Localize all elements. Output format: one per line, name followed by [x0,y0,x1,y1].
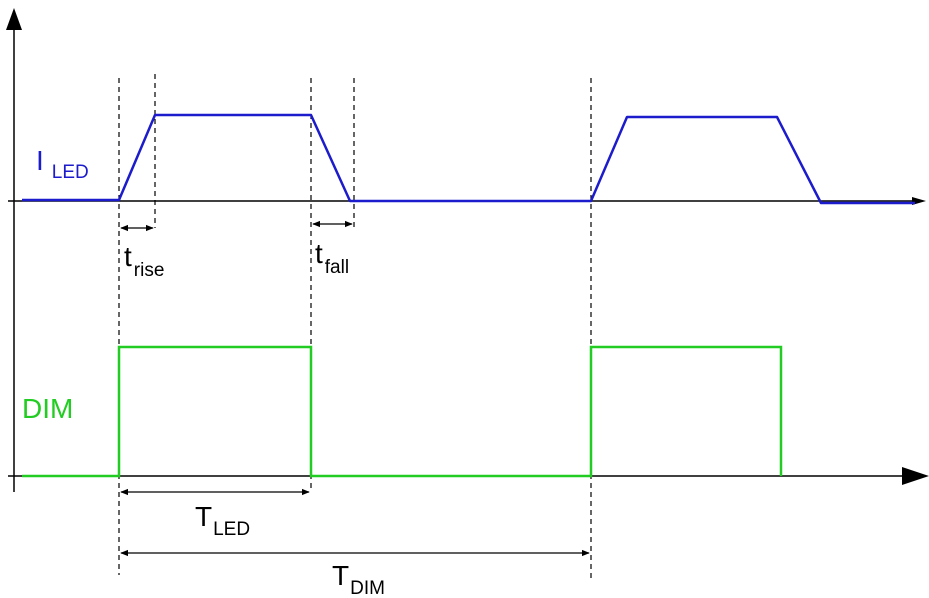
axes [6,8,929,492]
t-rise-label: t rise [124,241,164,281]
dim-label: DIM [22,393,73,424]
t-led-label: TLED [195,501,250,540]
upper-time-axis-arrowhead [912,197,926,205]
led-current-waveform [22,113,915,205]
i-led-label: I LED [36,145,89,183]
t-fall-label: t fall [315,238,349,278]
t-dim-label: TDIM [332,560,385,598]
dashed-guides [118,74,592,580]
dimension-arrows [120,220,590,557]
lower-time-axis-arrowhead [902,467,929,485]
vertical-axis-arrowhead [6,8,22,30]
dim-signal-waveform [22,345,783,478]
